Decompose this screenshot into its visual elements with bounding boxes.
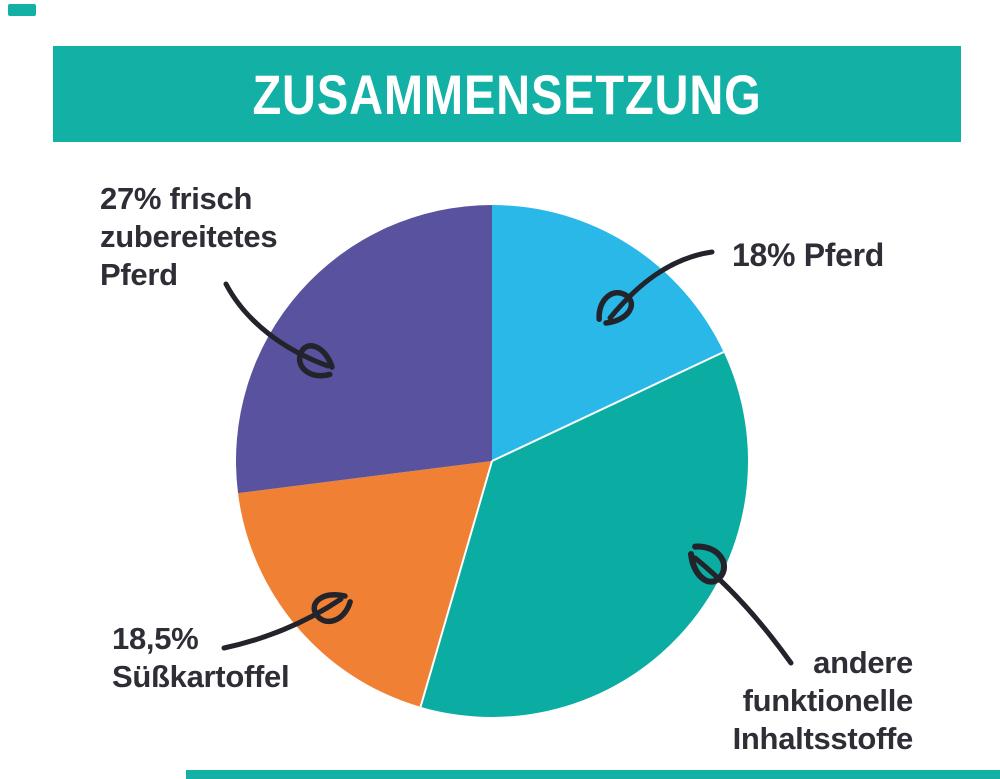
arrow-line [692, 555, 794, 666]
bottom-border-fragment [186, 770, 1000, 779]
label-line: Süßkartoffel [112, 659, 290, 694]
label-line: funktionelle [742, 683, 914, 718]
label-pferd: 18% Pferd [732, 236, 884, 274]
arrow-pferd [596, 249, 715, 326]
arrow-head-icon [596, 290, 634, 326]
label-line: zubereitetes [100, 219, 278, 254]
arrow-line [221, 596, 344, 651]
chart-title: ZUSAMMENSETZUNG [252, 62, 762, 126]
top-left-border-fragment [8, 4, 36, 16]
pie-slice-s-kartoffel [238, 461, 492, 707]
slice-divider [491, 351, 725, 462]
arrow-andere-inhaltsstoffe [687, 543, 794, 666]
arrow-line [223, 281, 331, 369]
pie-slice-andere-funktionelle-inhaltsstoffe [420, 352, 749, 717]
label-line: 27% frisch [100, 181, 253, 216]
arrow-frisch-zubereitetes-pferd [223, 281, 335, 379]
label-suesskartoffel: 18,5% Süßkartoffel [112, 620, 290, 696]
arrow-suesskartoffel [221, 592, 353, 651]
title-banner: ZUSAMMENSETZUNG [53, 46, 961, 142]
arrow-head-icon [687, 543, 727, 585]
label-line: 18% Pferd [732, 237, 885, 273]
pie-slice-frisch-zubereitetes-pferd [235, 205, 492, 494]
label-line: 18,5% [112, 621, 199, 656]
pie-slice-pferd [492, 205, 724, 461]
arrow-head-icon [311, 592, 353, 625]
arrow-head-icon [296, 343, 335, 379]
label-line: andere [813, 645, 913, 680]
arrow-line [607, 249, 715, 321]
slice-divider [419, 460, 493, 708]
pie-slices [235, 205, 749, 717]
label-frisch-zubereitetes-pferd: 27% frisch zubereitetes Pferd [100, 180, 278, 294]
label-line: Pferd [100, 257, 178, 292]
slice-divider-lines [419, 351, 725, 708]
label-andere-inhaltsstoffe: andere funktionelle Inhaltsstoffe [732, 644, 914, 758]
label-line: Inhaltsstoffe [732, 721, 914, 756]
